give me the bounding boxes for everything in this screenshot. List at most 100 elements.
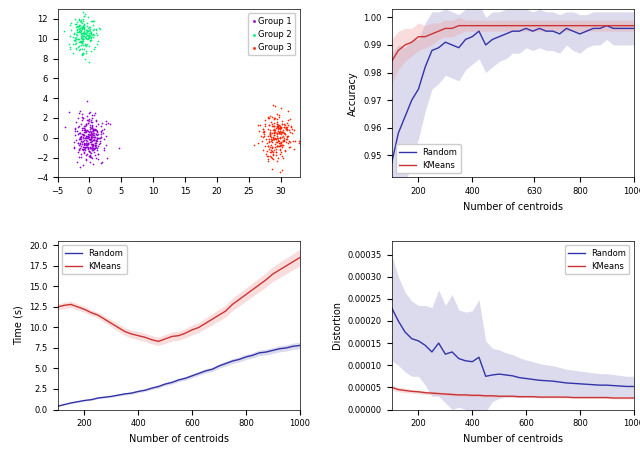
KMeans — [215, 313, 223, 318]
Group 3 — [284, 126, 294, 133]
KMeans — [202, 321, 209, 326]
Random — [495, 371, 503, 377]
Group 3 — [264, 138, 274, 145]
Group 1 — [76, 133, 86, 140]
Group 2 — [79, 45, 89, 52]
Group 3 — [264, 135, 274, 142]
Group 1 — [81, 136, 91, 144]
Random — [448, 42, 456, 48]
Group 1 — [78, 162, 88, 169]
KMeans — [408, 389, 415, 394]
Group 2 — [87, 17, 97, 25]
KMeans — [461, 23, 469, 28]
Group 3 — [268, 149, 278, 156]
Group 3 — [282, 123, 292, 131]
Legend: Random, KMeans: Random, KMeans — [396, 144, 461, 173]
Group 3 — [277, 142, 287, 149]
Random — [569, 28, 577, 34]
KMeans — [175, 333, 182, 339]
KMeans — [408, 40, 415, 45]
KMeans — [536, 394, 543, 400]
Group 1 — [69, 138, 79, 145]
Group 1 — [85, 144, 95, 151]
Group 1 — [95, 137, 106, 144]
Group 2 — [90, 43, 100, 51]
Group 1 — [90, 142, 100, 149]
Random — [556, 379, 563, 385]
Group 1 — [90, 151, 100, 158]
Group 3 — [273, 136, 283, 143]
Group 1 — [93, 151, 103, 158]
Group 3 — [260, 117, 270, 124]
Random — [536, 25, 543, 31]
Group 3 — [278, 120, 289, 127]
Group 1 — [98, 130, 108, 137]
Group 1 — [90, 126, 100, 133]
Group 3 — [264, 121, 274, 129]
Group 1 — [88, 144, 99, 152]
Group 1 — [77, 146, 87, 153]
Group 1 — [92, 131, 102, 138]
Group 2 — [78, 41, 88, 49]
Group 3 — [272, 110, 282, 117]
Group 3 — [271, 151, 282, 158]
Group 3 — [280, 131, 291, 138]
Group 2 — [74, 47, 84, 54]
Group 3 — [276, 131, 286, 138]
Random — [609, 25, 617, 31]
Group 1 — [101, 118, 111, 125]
Group 1 — [69, 144, 79, 152]
Random — [249, 353, 257, 358]
Group 1 — [84, 133, 95, 141]
Random — [421, 343, 429, 348]
Group 2 — [78, 50, 88, 57]
Group 1 — [86, 139, 96, 146]
Group 2 — [65, 21, 75, 29]
Group 2 — [70, 35, 81, 42]
Group 1 — [75, 144, 85, 152]
Random — [388, 161, 396, 166]
Group 1 — [84, 128, 94, 135]
KMeans — [222, 308, 230, 314]
Group 2 — [85, 23, 95, 30]
KMeans — [115, 325, 122, 330]
Group 1 — [69, 131, 79, 138]
Random — [155, 384, 163, 389]
Group 1 — [81, 139, 91, 146]
Group 3 — [267, 114, 277, 121]
Group 2 — [84, 27, 95, 34]
Group 2 — [80, 29, 90, 36]
Group 3 — [273, 122, 283, 130]
Group 2 — [83, 31, 93, 39]
Group 3 — [263, 157, 273, 164]
KMeans — [589, 395, 597, 400]
KMeans — [182, 330, 189, 336]
Group 1 — [81, 120, 92, 127]
Group 2 — [77, 35, 88, 42]
Group 2 — [64, 40, 74, 48]
Group 3 — [272, 122, 282, 130]
KMeans — [536, 23, 543, 28]
Group 2 — [68, 49, 79, 56]
Group 3 — [261, 150, 271, 157]
Random — [509, 373, 516, 379]
Group 2 — [72, 31, 83, 38]
Group 2 — [83, 22, 93, 29]
Group 1 — [79, 139, 89, 147]
Group 2 — [77, 22, 88, 30]
Group 3 — [282, 126, 292, 133]
Group 1 — [105, 121, 115, 128]
Group 2 — [70, 16, 80, 23]
KMeans — [596, 23, 604, 28]
Group 1 — [78, 114, 88, 121]
Group 2 — [72, 19, 82, 26]
Group 1 — [76, 141, 86, 148]
Group 2 — [77, 51, 87, 59]
Group 2 — [81, 43, 92, 50]
KMeans — [488, 23, 496, 28]
Group 3 — [282, 107, 292, 115]
Group 3 — [265, 129, 275, 136]
Random — [455, 356, 463, 361]
Group 1 — [76, 133, 86, 141]
Group 3 — [278, 137, 288, 144]
